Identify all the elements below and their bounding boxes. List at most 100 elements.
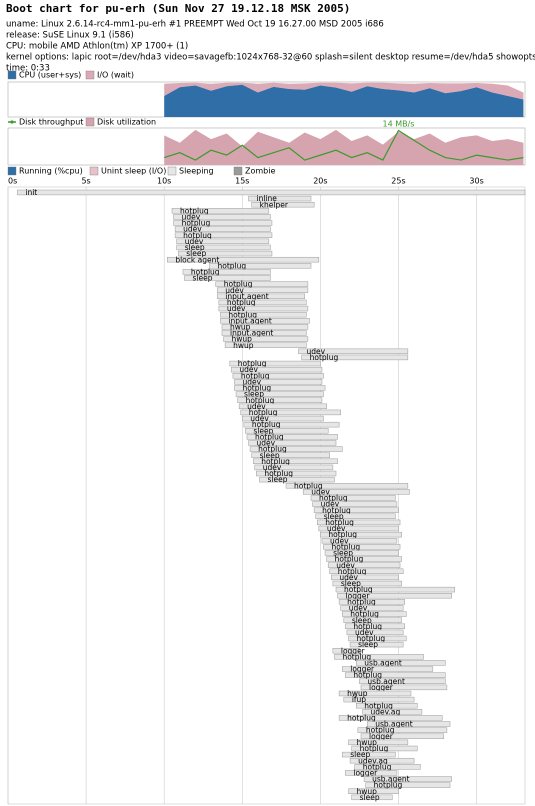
legend-label: Sleeping [179,167,214,176]
process-label: usb.agent [372,775,410,784]
process-label: sleep [333,549,353,558]
process-label: hotplug [364,701,393,710]
process-label: sleep [352,616,372,625]
legend-label: Disk throughput [19,118,83,127]
process-label: udev [311,487,330,496]
process-label: sleep [185,243,205,252]
x-tick-label: 20s [313,177,327,186]
process-label: usb.agent [375,720,413,729]
process-label: udev [227,304,246,313]
process-label: hwup [347,689,368,698]
process-label: udev [239,365,258,374]
process-bar [360,733,445,739]
process-bar [246,434,338,440]
process-bar [243,421,340,428]
process-bar [342,751,396,758]
process-label: logger [341,646,366,655]
process-bar [318,525,399,532]
process-bar [224,342,307,348]
process-label: hotplug [258,445,287,454]
x-tick-label: 15s [235,177,249,186]
process-bar [354,764,421,770]
process-label: hwup [233,341,254,350]
process-bar [174,226,271,232]
process-bar [251,452,331,458]
legend-swatch [10,120,14,124]
process-label: udev.ag [371,707,401,716]
process-label: input.agent [230,329,273,338]
process-bar [232,373,324,379]
process-label: udev [257,439,276,448]
process-label: sleep [192,274,212,283]
process-label: hotplug [322,506,351,515]
process-bar [256,470,337,477]
process-label: udev [183,225,202,234]
process-bar [251,201,315,208]
process-bar [173,214,271,220]
process-bar [215,281,309,287]
process-label: hotplug [347,714,376,723]
process-label: hotplug [347,597,376,606]
legend-swatch [233,166,243,176]
process-label: udev [182,212,201,221]
process-label: udev [327,524,346,533]
process-bar [310,495,396,501]
process-label: sleep [324,512,344,521]
legend-label: Disk utilization [97,118,156,127]
process-label: khelper [260,200,289,209]
process-bar [356,702,418,709]
process-label: hotplug [217,261,246,270]
process-label: hotplug [353,622,382,631]
process-bar [349,757,415,764]
process-bar [223,336,309,342]
process-bar [301,354,409,361]
x-tick-label: 30s [469,177,483,186]
title: Boot chart for pu-erh (Sun Nov 27 19.12.… [6,2,350,15]
process-label: hotplug [227,298,256,307]
process-bar [345,672,446,678]
process-label: udev [185,237,204,246]
process-label: udev [349,604,368,613]
legend-label: Running (%cpu) [19,167,83,176]
process-bar [329,568,404,574]
header-line: time: 0:33 [6,64,50,74]
process-label: hotplug [338,567,367,576]
process-bar [17,189,526,196]
process-bar [348,739,409,746]
process-bar [338,599,405,605]
process-bar [349,641,404,648]
process-label: hotplug [228,310,257,319]
process-bar [345,623,405,629]
process-bar [234,385,326,391]
process-label: logger [353,769,378,778]
process-bar [242,415,324,422]
process-bar [317,519,401,526]
process-bar [218,305,309,312]
process-bar [359,678,446,684]
process-bar [259,476,335,483]
process-bar [331,574,399,581]
process-label: udev [250,414,269,423]
process-bar [338,690,412,697]
process-label: hotplug [335,555,364,564]
process-label: hotplug [242,384,271,393]
process-bar [238,403,327,410]
process-label: usb.agent [367,677,405,686]
process-label: hotplug [180,206,209,215]
process-bar [178,250,273,257]
legend-swatch [85,117,95,127]
area [164,129,524,165]
x-tick-label: 25s [391,177,405,186]
process-bar [342,611,407,617]
process-bar [173,220,273,226]
process-bar [237,397,323,403]
process-bar [302,489,410,495]
process-label: hotplug [328,530,357,539]
process-bar [248,195,312,202]
x-tick-label: 10s [157,177,171,186]
annotation: 14 MB/s [382,120,414,129]
process-bar [171,208,270,214]
process-bar [346,629,404,636]
process-bar [218,299,307,306]
process-label: hwup [357,787,378,796]
